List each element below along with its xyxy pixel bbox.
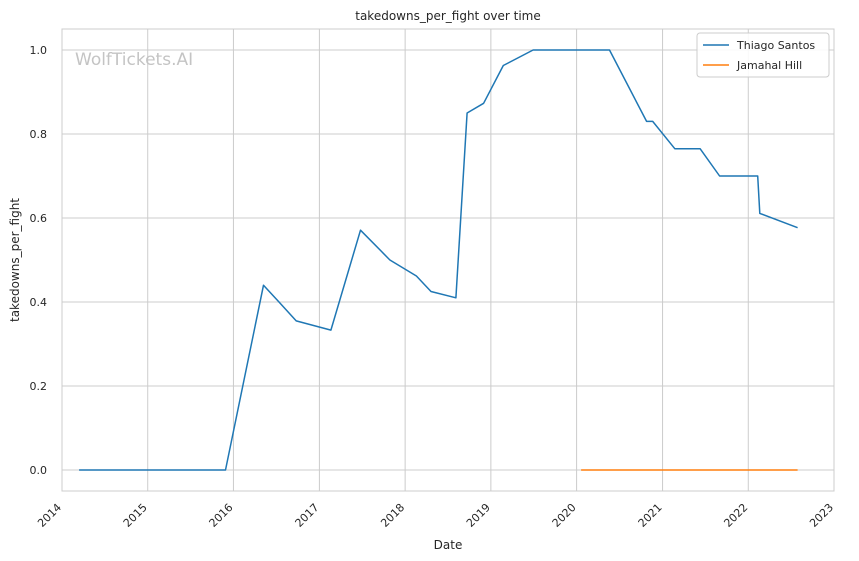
plot-area <box>62 29 834 491</box>
y-tick-label: 0.2 <box>30 380 48 393</box>
x-tick-labels: 2014 2015 2016 2017 2018 2019 2020 2021 2022 2023 <box>35 501 836 530</box>
legend-label: Jamahal Hill <box>736 59 802 72</box>
x-axis-label: Date <box>434 538 463 552</box>
y-tick-label: 0.8 <box>30 128 48 141</box>
legend-box <box>696 32 830 78</box>
y-tick-label: 0.0 <box>30 464 48 477</box>
y-tick-label: 1.0 <box>30 44 48 57</box>
y-axis-label: takedowns_per_fight <box>8 198 22 322</box>
legend-label: Thiago Santos <box>736 39 815 52</box>
y-tick-label: 0.4 <box>30 296 48 309</box>
series-line-thiago-santos <box>79 49 798 471</box>
y-tick-labels: 0.0 0.2 0.4 0.6 0.8 1.0 <box>30 44 48 477</box>
chart-title: takedowns_per_fight over time <box>355 9 541 23</box>
plot-frame <box>61 28 835 492</box>
series-layer <box>79 49 798 471</box>
watermark: WolfTickets.AI <box>75 50 193 70</box>
y-tick-label: 0.6 <box>30 212 48 225</box>
legend: Thiago Santos Jamahal Hill <box>696 32 830 78</box>
